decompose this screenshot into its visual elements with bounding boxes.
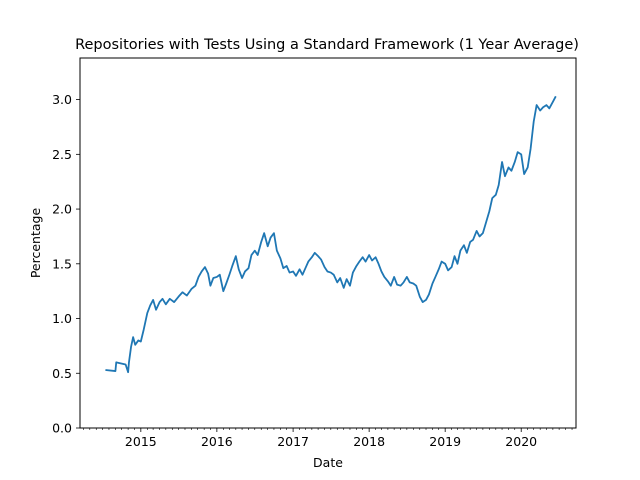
- x-tick-label: 2018: [353, 434, 385, 449]
- series-layer: [105, 95, 557, 374]
- series-line: [105, 95, 557, 374]
- plot-area: [79, 57, 577, 429]
- y-tick-label: 1.5: [52, 256, 72, 271]
- y-axis: 0.0 0.5 1.0 1.5 2.0 2.5 3.0: [52, 92, 80, 436]
- y-tick-label: 1.0: [52, 311, 72, 326]
- x-axis-label: Date: [313, 455, 343, 470]
- plot-frame: [79, 57, 577, 429]
- x-tick-label: 2019: [429, 434, 461, 449]
- y-tick-label: 0.0: [52, 421, 72, 436]
- x-tick-label: 2017: [277, 434, 309, 449]
- y-axis-label: Percentage: [28, 208, 43, 279]
- y-tick-label: 0.5: [52, 366, 72, 381]
- y-tick-label: 3.0: [52, 92, 72, 107]
- y-tick-label: 2.5: [52, 147, 72, 162]
- x-tick-label: 2015: [125, 434, 157, 449]
- x-tick-label: 2016: [201, 434, 233, 449]
- chart-title: Repositories with Tests Using a Standard…: [75, 37, 579, 53]
- x-axis: 2015 2016 2017 2018 2019 2020: [83, 428, 573, 449]
- y-tick-label: 2.0: [52, 202, 72, 217]
- x-tick-label: 2020: [505, 434, 537, 449]
